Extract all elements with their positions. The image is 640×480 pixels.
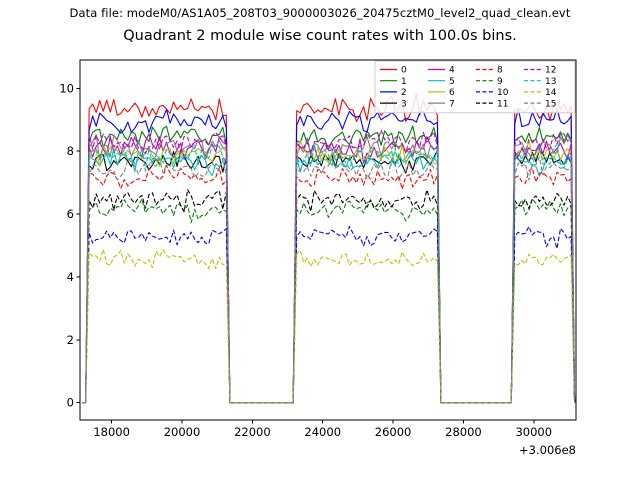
series-line-3 [82,149,576,404]
series-line-1 [82,125,576,404]
svg-text:0: 0 [67,396,74,410]
series-line-13 [82,143,576,404]
legend-label-13: 13 [545,77,556,87]
svg-text:4: 4 [67,270,74,284]
svg-text:2: 2 [67,333,74,347]
data-file-label: Data file: modeM0/AS1A05_208T03_90000030… [69,6,571,20]
series-line-5 [82,148,576,404]
series-line-7 [82,133,576,404]
chart-title: Quadrant 2 module wise count rates with … [123,28,517,44]
legend-label-0: 0 [401,66,407,76]
series-line-6 [82,139,576,404]
svg-text:22000: 22000 [234,425,271,439]
legend-label-9: 9 [497,77,503,87]
axes-frame [79,59,577,421]
series-line-12 [82,129,576,404]
svg-text:8: 8 [67,144,74,158]
legend-label-1: 1 [401,77,407,87]
series-line-10 [82,225,576,404]
series-line-2 [82,107,576,404]
legend-label-12: 12 [545,66,556,76]
legend-label-14: 14 [545,88,557,98]
legend-label-15: 15 [545,99,556,109]
legend-label-7: 7 [449,99,455,109]
series-layer [82,93,576,404]
svg-text:26000: 26000 [375,425,412,439]
legend-label-8: 8 [497,66,503,76]
legend-label-3: 3 [401,99,407,109]
axis-ticks-layer: 0 2 4 6 8 10 18000 20000 22000 24000 26000 28000 300… [59,81,576,457]
svg-text:30000: 30000 [515,425,552,439]
svg-text:+3.006e8: +3.006e8 [519,443,576,457]
legend-label-4: 4 [449,66,455,76]
svg-text:24000: 24000 [304,425,341,439]
series-line-11 [82,189,576,404]
svg-text:28000: 28000 [445,425,482,439]
legend-label-10: 10 [497,88,509,98]
legend-label-2: 2 [401,88,407,98]
series-line-15 [82,156,576,404]
series-line-14 [82,248,576,404]
svg-text:20000: 20000 [164,425,201,439]
series-line-9 [82,198,576,404]
svg-text:10: 10 [59,81,74,95]
svg-text:18000: 18000 [93,425,130,439]
legend-label-5: 5 [449,77,455,87]
series-line-8 [82,164,576,404]
svg-text:6: 6 [67,207,74,221]
series-line-4 [82,133,576,404]
legend-label-6: 6 [449,88,455,98]
legend-label-11: 11 [497,99,508,109]
